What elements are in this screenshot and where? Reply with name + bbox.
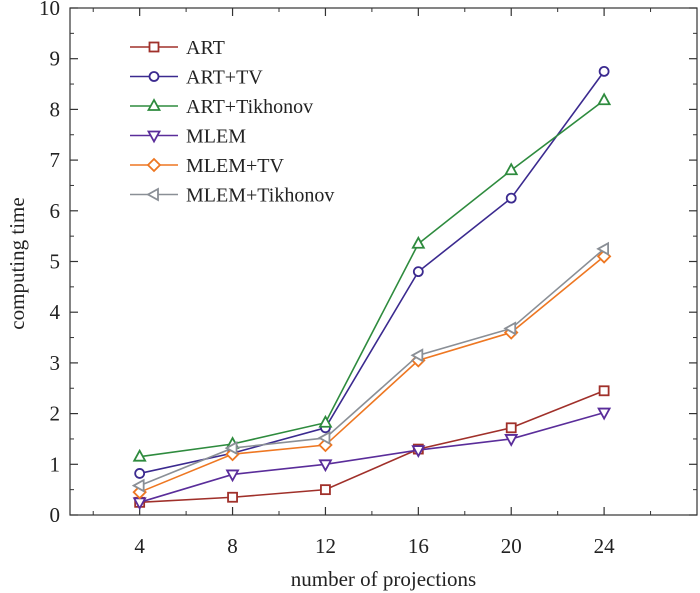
x-tick-label: 4 xyxy=(134,534,145,558)
legend-label: ART+TV xyxy=(186,67,263,89)
data-point xyxy=(505,422,517,434)
y-tick-label: 10 xyxy=(39,0,60,20)
data-point xyxy=(318,414,333,428)
series-line xyxy=(139,99,605,458)
data-point xyxy=(598,385,610,397)
legend-item: MLEM+Tikhonov xyxy=(130,185,334,207)
series-mlem-tikhonov xyxy=(131,241,610,493)
series-art xyxy=(134,385,610,508)
y-tick-label: 3 xyxy=(50,351,61,375)
series-line xyxy=(139,390,605,504)
legend-item: MLEM+TV xyxy=(130,155,284,177)
data-point xyxy=(318,459,333,473)
series-line xyxy=(139,248,605,487)
legend-marker xyxy=(146,157,162,173)
legend: ART ART+TV ART+Tikhonov MLEM MLEM+TV MLEM+Tik… xyxy=(130,37,334,207)
x-tick-label: 8 xyxy=(227,534,238,558)
legend-marker xyxy=(148,41,160,53)
data-point xyxy=(134,468,146,479)
legend-item: MLEM xyxy=(130,126,246,148)
data-point xyxy=(224,441,238,456)
legend-item: ART+TV xyxy=(130,67,263,89)
series-art-tikhonov xyxy=(132,92,612,462)
data-point xyxy=(412,266,424,278)
data-point xyxy=(225,469,240,483)
y-tick-label: 0 xyxy=(50,503,61,527)
legend-label: MLEM xyxy=(186,126,246,148)
series-mlem xyxy=(132,407,612,511)
x-axis-label: number of projections xyxy=(291,567,476,591)
data-point xyxy=(320,484,331,496)
data-point xyxy=(411,445,426,458)
series-line xyxy=(139,411,605,504)
legend-label: ART+Tikhonov xyxy=(186,96,313,118)
x-tick-label: 12 xyxy=(315,534,336,558)
y-tick-label: 9 xyxy=(50,47,61,71)
data-point xyxy=(227,491,238,503)
y-tick-label: 7 xyxy=(50,148,61,172)
legend-item: ART+Tikhonov xyxy=(130,96,313,118)
data-point xyxy=(410,348,424,363)
legend-marker xyxy=(146,130,162,144)
data-point xyxy=(597,92,612,106)
x-tick-label: 24 xyxy=(594,534,616,558)
data-point xyxy=(503,321,517,336)
legend-marker xyxy=(146,98,162,111)
data-point xyxy=(131,478,145,493)
data-point xyxy=(598,65,610,77)
legend-label: ART xyxy=(186,37,225,59)
series-line xyxy=(139,255,605,493)
legend-label: MLEM+Tikhonov xyxy=(186,185,334,207)
legend-label: MLEM+TV xyxy=(186,155,284,177)
y-tick-label: 2 xyxy=(50,402,61,426)
series-group xyxy=(131,65,612,511)
y-tick-label: 1 xyxy=(50,452,61,476)
y-axis-label: computing time xyxy=(5,197,29,329)
data-point xyxy=(504,162,519,176)
y-tick-label: 8 xyxy=(50,97,61,121)
y-tick-label: 4 xyxy=(50,300,61,324)
data-point xyxy=(505,192,517,204)
data-point xyxy=(597,407,612,421)
legend-marker xyxy=(146,187,159,202)
x-tick-label: 16 xyxy=(408,534,429,558)
series-mlem-tv xyxy=(132,249,612,500)
data-point xyxy=(596,241,610,256)
y-tick-label: 6 xyxy=(50,199,61,223)
series-line xyxy=(139,70,605,475)
data-point xyxy=(504,434,519,447)
y-tick-label: 5 xyxy=(50,250,61,274)
x-tick-label: 20 xyxy=(501,534,522,558)
data-point xyxy=(132,448,147,462)
legend-item: ART xyxy=(130,37,225,59)
data-point xyxy=(411,235,426,249)
legend-marker xyxy=(148,71,160,82)
data-point xyxy=(317,430,331,445)
